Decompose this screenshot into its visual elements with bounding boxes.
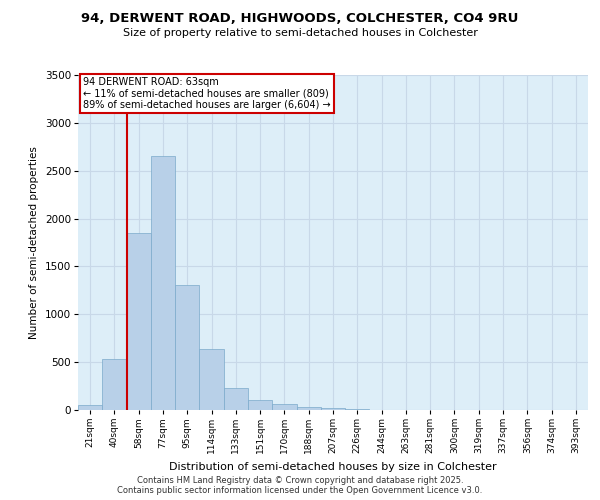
Text: 94, DERWENT ROAD, HIGHWOODS, COLCHESTER, CO4 9RU: 94, DERWENT ROAD, HIGHWOODS, COLCHESTER,… (82, 12, 518, 26)
X-axis label: Distribution of semi-detached houses by size in Colchester: Distribution of semi-detached houses by … (169, 462, 497, 471)
Text: Contains HM Land Registry data © Crown copyright and database right 2025.
Contai: Contains HM Land Registry data © Crown c… (118, 476, 482, 495)
Bar (102, 360, 127, 410)
Bar (321, 408, 345, 410)
Bar (296, 406, 321, 410)
Bar (175, 284, 199, 410)
Bar (199, 348, 224, 410)
Bar (248, 400, 272, 410)
Bar (151, 156, 175, 410)
Bar (127, 233, 151, 410)
Y-axis label: Number of semi-detached properties: Number of semi-detached properties (29, 146, 39, 339)
Bar (224, 388, 248, 410)
Bar (272, 404, 296, 410)
Text: Size of property relative to semi-detached houses in Colchester: Size of property relative to semi-detach… (122, 28, 478, 38)
Text: 94 DERWENT ROAD: 63sqm
← 11% of semi-detached houses are smaller (809)
89% of se: 94 DERWENT ROAD: 63sqm ← 11% of semi-det… (83, 76, 331, 110)
Bar (78, 404, 102, 410)
Bar (345, 408, 370, 410)
